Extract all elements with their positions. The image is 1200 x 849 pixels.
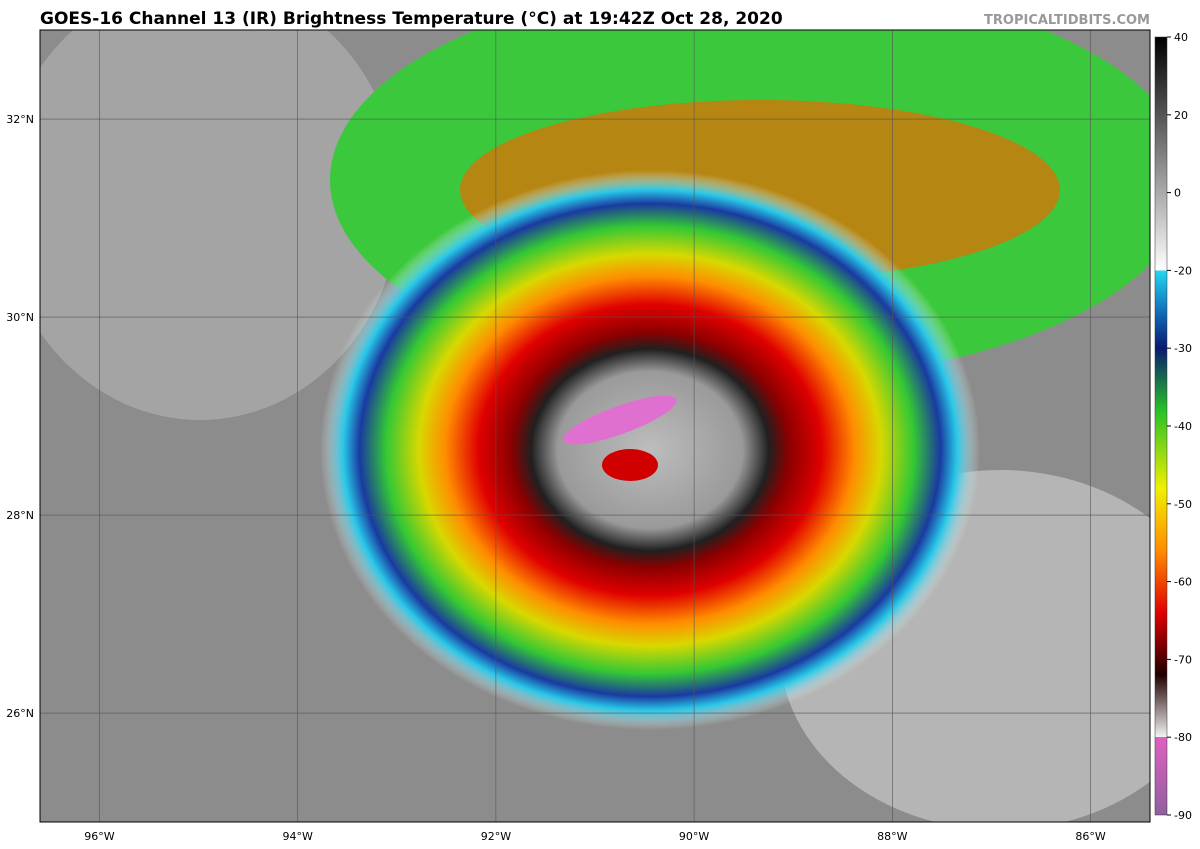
lat-label: 28°N: [6, 509, 34, 522]
lat-label: 32°N: [6, 113, 34, 126]
colorbar-tick-label: -90: [1174, 809, 1192, 822]
colorbar-tick-label: -30: [1174, 342, 1192, 355]
lon-label: 96°W: [84, 830, 114, 843]
lat-label: 30°N: [6, 311, 34, 324]
colorbar-tick-label: -50: [1174, 498, 1192, 511]
lat-label: 26°N: [6, 707, 34, 720]
colorbar-tick-label: -70: [1174, 653, 1192, 666]
colorbar-tick-label: -80: [1174, 731, 1192, 744]
colorbar-tick-label: 20: [1174, 109, 1188, 122]
colorbar-tick-label: 40: [1174, 31, 1188, 44]
graticule: 32°N 30°N 28°N 26°N 96°W 94°W 92°W 90°W 88°W 86°W: [6, 30, 1150, 843]
colorbar-tick-label: -20: [1174, 264, 1192, 277]
colorbar-tick-label: -40: [1174, 420, 1192, 433]
colorbar-tick-label: 0: [1174, 187, 1181, 200]
colorbar: [1154, 36, 1168, 816]
credit: TROPICALTIDBITS.COM: [984, 13, 1150, 28]
satellite-image: [40, 30, 1150, 822]
title: GOES-16 Channel 13 (IR) Brightness Tempe…: [40, 9, 783, 29]
lon-label: 86°W: [1075, 830, 1105, 843]
lon-label: 94°W: [282, 830, 312, 843]
lon-label: 92°W: [481, 830, 511, 843]
map-frame: [39, 29, 1151, 823]
colorbar-tick-label: -60: [1174, 576, 1192, 589]
colorbar-ticks: 40 20 0 -20 -30 -40 -50 -60 -70 -80 -90: [1167, 31, 1192, 822]
lon-label: 88°W: [877, 830, 907, 843]
lon-label: 90°W: [679, 830, 709, 843]
